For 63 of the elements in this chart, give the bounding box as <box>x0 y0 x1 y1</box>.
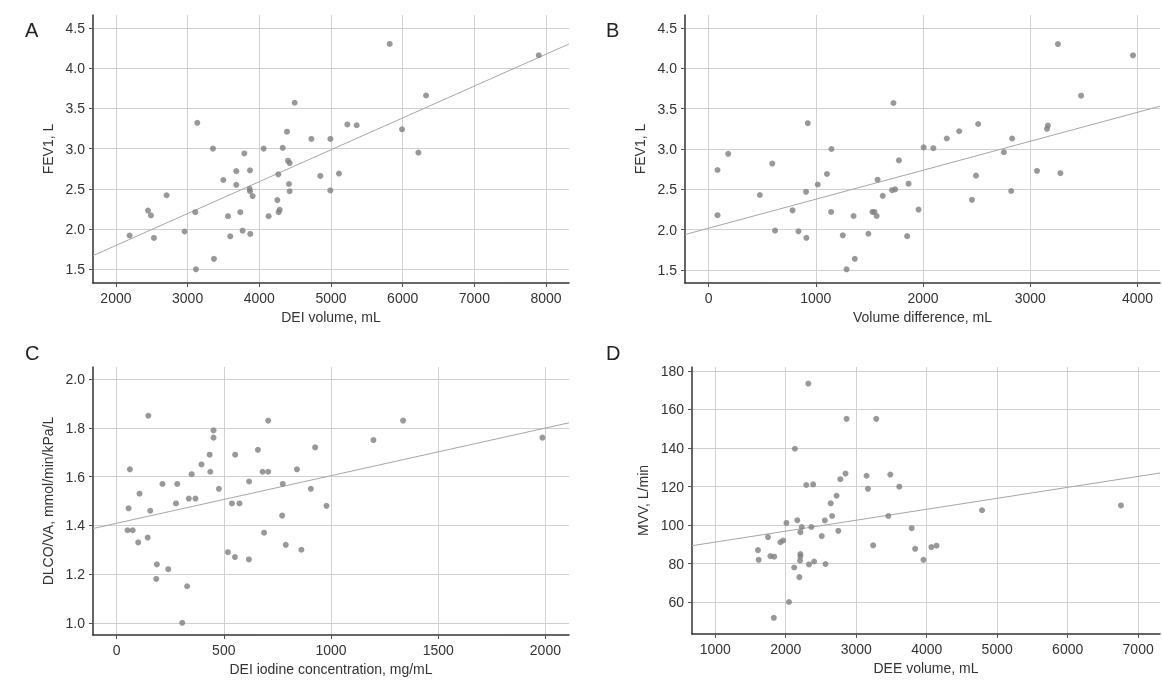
x-tick-label: 7000 <box>458 290 491 306</box>
y-tick-label: 2.0 <box>657 221 678 238</box>
x-tick-label: 2000 <box>770 641 802 657</box>
y-tick-label: 1.0 <box>65 614 86 631</box>
y-tick-label: 2.5 <box>65 180 86 197</box>
x-tick-label: 500 <box>212 642 236 658</box>
x-tick-label: 0 <box>704 290 713 306</box>
x-tick-label: 3000 <box>172 290 204 306</box>
y-axis-title: MVV, L/min <box>634 464 651 537</box>
x-tick-label: 5000 <box>315 290 347 306</box>
x-tick-label: 0 <box>112 642 121 658</box>
x-tick-label: 2000 <box>100 290 132 306</box>
y-axis-title: FEV1, L <box>631 123 648 175</box>
y-tick-label: 1.8 <box>65 419 86 436</box>
x-tick-label: 3000 <box>1014 290 1047 306</box>
y-tick-label: 2.0 <box>65 371 86 388</box>
y-tick-label: 180 <box>660 362 685 379</box>
x-tick-label: 1000 <box>699 641 732 657</box>
chart-title: C <box>25 342 40 364</box>
x-tick-label: 1500 <box>422 642 454 658</box>
y-tick-label: 4.0 <box>65 60 86 77</box>
x-tick-label: 6000 <box>1052 641 1084 657</box>
x-tick-label: 4000 <box>243 290 276 306</box>
x-tick-label: 2000 <box>529 642 562 658</box>
y-axis-title: DLCO/VA, mmol/min/kPa/L <box>39 416 56 586</box>
y-tick-label: 1.6 <box>65 468 86 485</box>
chart-title: A <box>25 19 39 41</box>
x-axis-title: DEI iodine concentration, mg/mL <box>229 660 433 677</box>
x-axis-title: Volume difference, mL <box>852 308 993 325</box>
y-tick-label: 1.2 <box>65 566 86 583</box>
y-tick-label: 1.5 <box>657 262 678 279</box>
y-tick-label: 2.5 <box>657 181 678 198</box>
y-tick-label: 4.5 <box>657 19 678 36</box>
y-tick-label: 120 <box>660 478 685 495</box>
y-tick-label: 4.5 <box>65 19 86 36</box>
x-tick-label: 3000 <box>840 641 872 657</box>
y-tick-label: 3.5 <box>657 100 678 117</box>
x-tick-label: 7000 <box>1122 641 1154 657</box>
y-tick-label: 100 <box>660 517 685 534</box>
y-tick-label: 1.5 <box>65 261 86 278</box>
y-tick-label: 160 <box>660 401 685 418</box>
y-tick-label: 140 <box>660 439 685 456</box>
y-tick-label: 60 <box>668 594 685 611</box>
x-tick-label: 8000 <box>530 290 562 306</box>
y-tick-label: 3.5 <box>65 100 86 117</box>
x-tick-label: 6000 <box>387 290 419 306</box>
x-tick-label: 5000 <box>981 641 1013 657</box>
y-tick-label: 80 <box>668 555 685 572</box>
y-tick-label: 2.0 <box>65 221 86 238</box>
x-axis-title: DEE volume, mL <box>873 659 979 676</box>
y-axis-title: FEV1, L <box>39 123 56 175</box>
x-tick-label: 4000 <box>911 641 943 657</box>
y-tick-label: 1.4 <box>65 517 86 534</box>
x-tick-label: 2000 <box>907 290 939 306</box>
x-tick-label: 4000 <box>1121 290 1154 306</box>
y-tick-label: 3.0 <box>657 141 678 157</box>
x-axis-title: DEI volume, mL <box>281 308 381 325</box>
y-tick-label: 3.0 <box>65 140 86 157</box>
y-tick-label: 4.0 <box>657 60 678 77</box>
x-tick-label: 1000 <box>315 642 347 658</box>
chart-title: D <box>606 342 621 364</box>
chart-title: B <box>606 19 620 41</box>
x-tick-label: 1000 <box>800 290 832 306</box>
